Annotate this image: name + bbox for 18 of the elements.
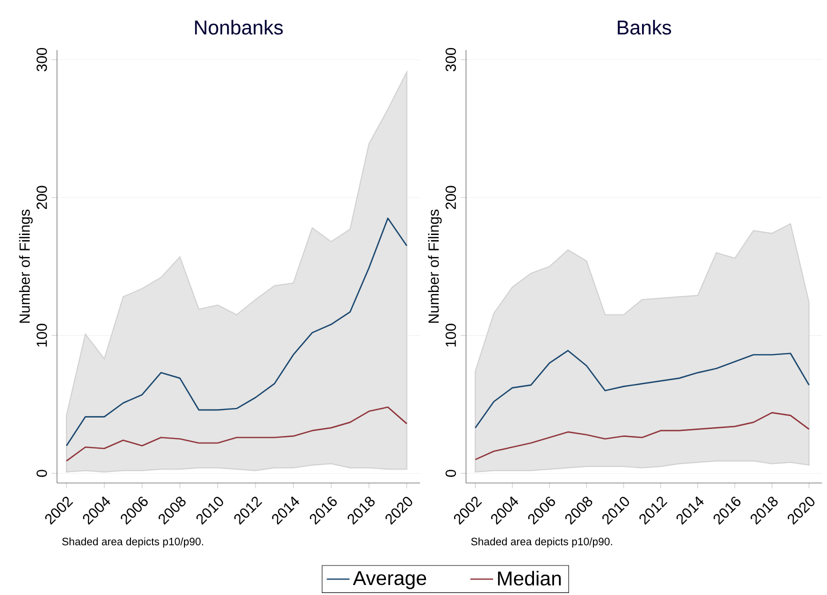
y-axis-title: Number of Filings — [19, 210, 33, 323]
text: Shaded area depicts p10/p90. — [62, 537, 204, 548]
text: Shaded area depicts p10/p90. — [471, 537, 612, 548]
y-tick-label: 300 — [446, 48, 456, 72]
line-series — [474, 412, 810, 460]
line-series — [66, 218, 408, 446]
y-tick-label: 200 — [36, 186, 47, 210]
y-tick-label: 0 — [36, 470, 47, 477]
y-tick-label: 200 — [446, 186, 456, 210]
y-tick-label: 300 — [36, 48, 47, 72]
y-tick-label: 0 — [446, 470, 456, 477]
legend-label: Median — [498, 570, 561, 586]
chart-title: Nonbanks — [195, 20, 283, 35]
y-axis-title: Number of Filings — [428, 210, 442, 323]
y-tick-label: 100 — [36, 324, 47, 347]
legend-label: Average — [352, 571, 426, 590]
chart-title: Banks — [618, 20, 672, 35]
y-tick-label: 100 — [446, 324, 456, 347]
